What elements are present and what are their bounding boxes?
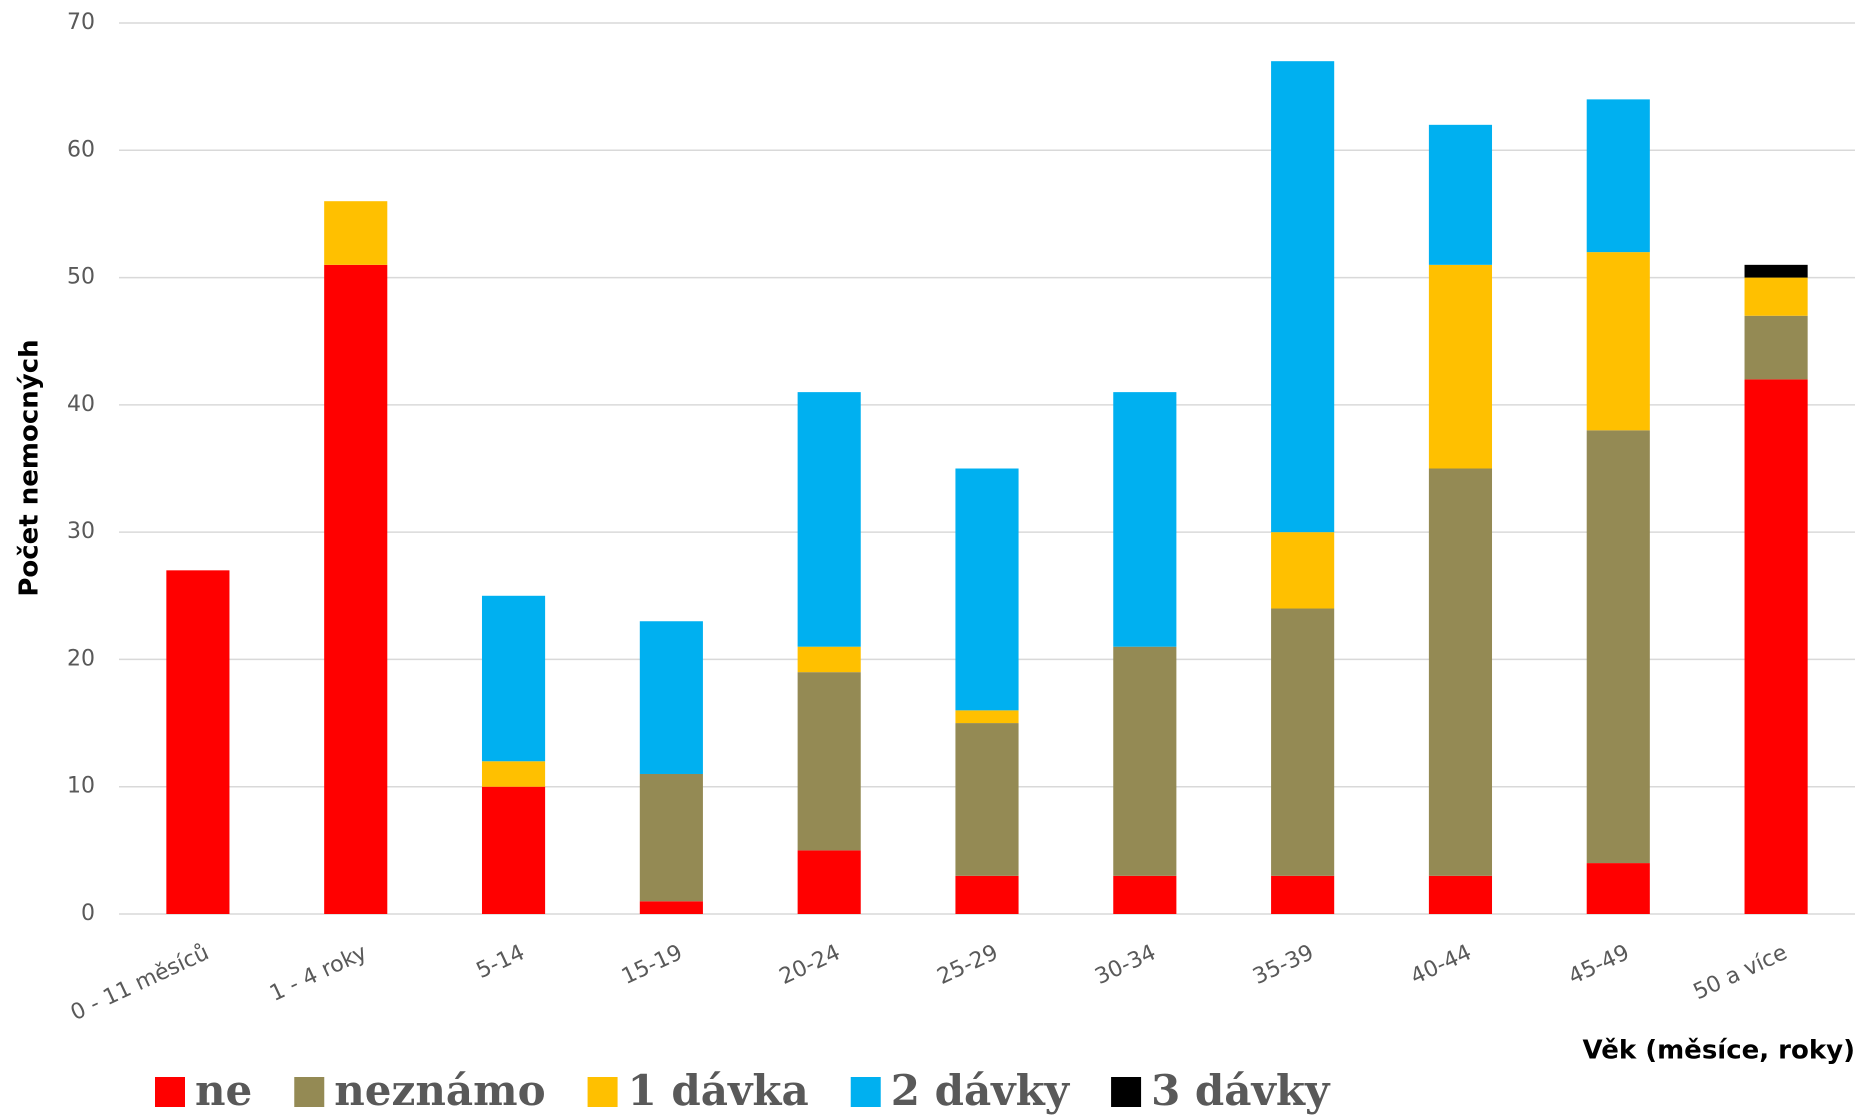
x-tick-label: 1 - 4 roky [266, 940, 371, 1007]
legend-swatch [155, 1077, 185, 1107]
y-tick-label: 70 [67, 10, 95, 35]
y-tick-label: 60 [67, 137, 95, 162]
bar-segment [1271, 532, 1335, 609]
y-tick-label: 20 [67, 646, 95, 671]
bar-segment [1744, 277, 1808, 316]
y-tick-label: 10 [67, 774, 95, 799]
bar-segment [639, 621, 703, 774]
legend-swatch [587, 1077, 618, 1107]
x-axis-title: Věk (měsíce, roky) [1583, 1036, 1855, 1066]
bar-segment [639, 773, 703, 902]
y-tick-label: 40 [67, 392, 95, 417]
legend-label: 3 dávky [1151, 1066, 1331, 1115]
legend-swatch [294, 1077, 325, 1107]
legend-swatch [1111, 1077, 1142, 1107]
bar-segment [1586, 863, 1650, 914]
bar-segment [1113, 875, 1177, 914]
y-tick-label: 50 [67, 265, 95, 290]
bar-segment [1428, 124, 1493, 265]
bar-segment [1744, 264, 1808, 278]
x-tick-label: 15-19 [618, 940, 687, 990]
x-tick-label: 0 - 11 měsíců [67, 940, 213, 1026]
bar-segment [955, 723, 1019, 876]
x-tick-label: 20-24 [776, 940, 845, 990]
bar-segment [481, 595, 546, 762]
bar-segment [1428, 468, 1493, 876]
bar-segment [481, 761, 546, 787]
bar-segment [1271, 61, 1335, 533]
bar-segment [324, 201, 388, 265]
bar-segment [1113, 646, 1177, 876]
bar-segment [797, 672, 861, 851]
legend-label: neznámo [334, 1066, 545, 1115]
bar-segment [166, 570, 230, 914]
x-tick-label: 35-39 [1249, 940, 1318, 990]
bar-segment [1428, 875, 1493, 914]
x-tick-label: 50 a více [1690, 940, 1791, 1005]
legend-label: ne [195, 1066, 252, 1115]
y-tick-label: 0 [81, 901, 95, 926]
bar-segment [797, 392, 861, 647]
y-tick-label: 30 [67, 519, 95, 544]
y-axis-title: Počet nemocných [15, 339, 45, 596]
legend-label: 1 dávka [628, 1066, 809, 1115]
bar-segment [1744, 379, 1808, 914]
legend-label: 2 dávky [891, 1066, 1071, 1115]
bar-segment [1586, 252, 1650, 431]
bar-segment [1271, 608, 1335, 876]
bar-segment [955, 468, 1019, 711]
bar-segment [797, 646, 861, 673]
bar-segment [1744, 315, 1808, 380]
x-tick-label: 45-49 [1565, 940, 1634, 990]
x-tick-label: 5-14 [473, 940, 529, 984]
bar-segment [1586, 430, 1650, 864]
bar-segment [1113, 392, 1177, 647]
bar-segment [481, 786, 546, 914]
bar-segment [1428, 264, 1493, 469]
bar-segment [1586, 99, 1650, 253]
bar-segment [797, 850, 861, 914]
legend-swatch [850, 1077, 881, 1107]
bar-segment [1271, 875, 1335, 914]
x-tick-label: 30-34 [1091, 940, 1160, 990]
bar-segment [955, 875, 1019, 914]
x-tick-label: 25-29 [934, 940, 1003, 990]
bar-segment [639, 901, 703, 914]
bar-segment [324, 264, 388, 914]
bar-segment [955, 710, 1019, 724]
x-tick-label: 40-44 [1407, 940, 1476, 990]
